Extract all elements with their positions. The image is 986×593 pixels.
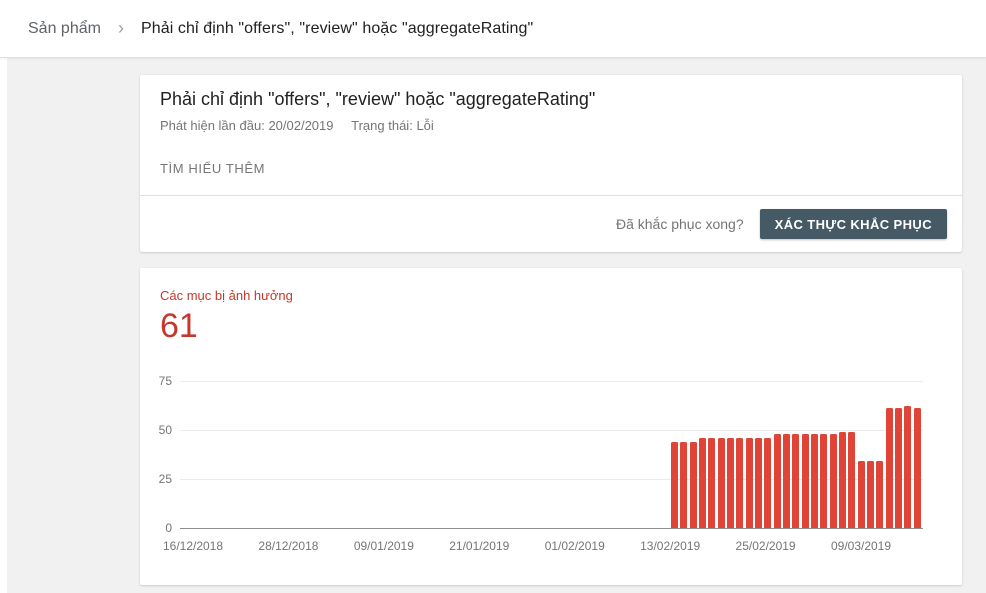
bar[interactable] xyxy=(848,431,856,528)
bar[interactable] xyxy=(876,461,884,528)
fixed-question-text: Đã khắc phục xong? xyxy=(615,216,744,232)
bar[interactable] xyxy=(894,408,902,528)
gridline xyxy=(180,381,923,382)
first-detected-value: 20/02/2019 xyxy=(268,118,334,133)
first-detected-label: Phát hiện lần đầu: xyxy=(160,118,265,133)
validate-fix-button[interactable]: XÁC THỰC KHẮC PHỤC xyxy=(759,209,947,239)
metric-value: 61 xyxy=(160,307,198,345)
fix-validation-row: Đã khắc phục xong? XÁC THỰC KHẮC PHỤC xyxy=(140,195,962,252)
x-tick-label: 01/02/2019 xyxy=(544,539,605,553)
x-tick-label: 16/12/2018 xyxy=(162,539,224,553)
bar[interactable] xyxy=(792,433,800,528)
x-tick-label: 09/03/2019 xyxy=(830,539,892,553)
bar[interactable] xyxy=(866,461,874,528)
chart-x-axis: 16/12/2018 28/12/2018 09/01/2019 21/01/2019… xyxy=(163,539,923,559)
x-tick-label: 09/01/2019 xyxy=(353,539,414,553)
bar[interactable] xyxy=(689,441,697,528)
breadcrumb-bar: Sản phẩm › Phải chỉ định "offers", "revi… xyxy=(0,0,986,58)
bar[interactable] xyxy=(764,437,772,528)
x-axis-line xyxy=(180,528,923,529)
bar[interactable] xyxy=(671,441,678,528)
bar[interactable] xyxy=(904,406,912,528)
issue-title: Phải chỉ định "offers", "review" hoặc "a… xyxy=(160,89,596,109)
chart-plot xyxy=(180,381,923,529)
chart-y-axis: 0 25 50 75 xyxy=(140,374,172,535)
bar[interactable] xyxy=(801,433,809,528)
bar[interactable] xyxy=(736,437,744,528)
status-value: Lỗi xyxy=(416,118,434,133)
bar[interactable] xyxy=(820,433,828,528)
learn-more-link[interactable]: TÌM HIỂU THÊM xyxy=(160,161,266,176)
bar[interactable] xyxy=(680,441,688,528)
bar[interactable] xyxy=(726,437,734,528)
x-tick-label: 25/02/2019 xyxy=(735,539,796,553)
chevron-right-icon: › xyxy=(117,17,124,38)
bar[interactable] xyxy=(708,437,716,528)
metric-label: Các mục bị ảnh hưởng xyxy=(160,288,293,303)
affected-items-chart: 0 25 50 75 16/12/2018 28/12/2018 09/01/2019 21… xyxy=(140,374,962,566)
x-tick-label: 13/02/2019 xyxy=(640,539,701,553)
bar[interactable] xyxy=(810,433,818,528)
bar[interactable] xyxy=(717,437,725,528)
bar[interactable] xyxy=(838,431,846,528)
left-edge-panel xyxy=(0,58,7,593)
bar[interactable] xyxy=(745,437,753,528)
breadcrumb: Sản phẩm › Phải chỉ định "offers", "revi… xyxy=(0,17,534,38)
bar[interactable] xyxy=(829,433,837,528)
bar[interactable] xyxy=(857,461,865,528)
issue-detail-card: Phải chỉ định "offers", "review" hoặc "a… xyxy=(140,75,962,252)
bar[interactable] xyxy=(885,408,893,528)
y-tick-label: 50 xyxy=(158,423,172,437)
y-tick-label: 25 xyxy=(158,472,172,486)
bar[interactable] xyxy=(913,408,921,528)
bar[interactable] xyxy=(773,433,781,528)
x-tick-label: 28/12/2018 xyxy=(258,539,319,553)
gridline xyxy=(180,479,923,480)
y-tick-label: 75 xyxy=(158,374,172,388)
bar[interactable] xyxy=(782,433,790,528)
affected-items-card: Các mục bị ảnh hưởng 61 0 25 50 75 16/12/20… xyxy=(140,268,962,585)
gridline xyxy=(180,430,923,431)
y-tick-label: 0 xyxy=(165,521,172,535)
breadcrumb-parent-link[interactable]: Sản phẩm xyxy=(28,19,101,37)
x-tick-label: 21/01/2019 xyxy=(449,539,510,553)
bar[interactable] xyxy=(698,437,706,528)
breadcrumb-current: Phải chỉ định "offers", "review" hoặc "a… xyxy=(140,19,534,37)
status-label: Trạng thái: xyxy=(351,118,413,133)
issue-meta: Phát hiện lần đầu: 20/02/2019 Trạng thái… xyxy=(160,118,942,133)
bar[interactable] xyxy=(754,437,762,528)
